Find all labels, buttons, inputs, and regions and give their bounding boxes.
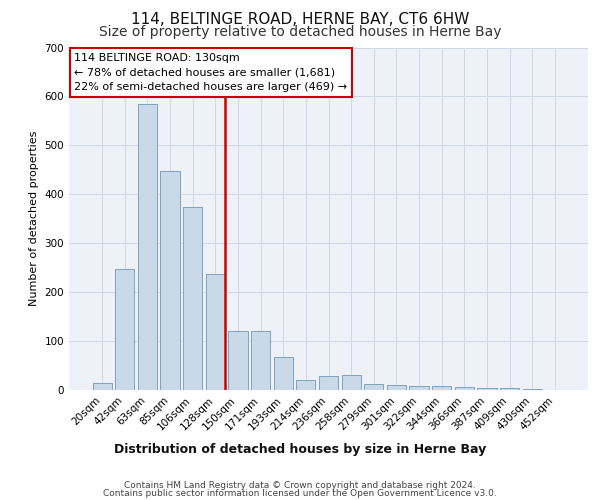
Bar xyxy=(432,386,451,390)
Bar xyxy=(409,386,428,390)
Bar xyxy=(183,206,202,390)
Bar xyxy=(500,388,519,390)
Bar xyxy=(251,332,270,390)
Bar xyxy=(319,376,338,390)
Bar xyxy=(115,268,134,390)
Bar xyxy=(364,384,383,390)
Bar xyxy=(387,385,406,390)
Bar xyxy=(296,380,316,390)
Bar xyxy=(138,104,157,390)
Text: Contains HM Land Registry data © Crown copyright and database right 2024.: Contains HM Land Registry data © Crown c… xyxy=(124,481,476,490)
Bar xyxy=(341,376,361,390)
Text: 114 BELTINGE ROAD: 130sqm
← 78% of detached houses are smaller (1,681)
22% of se: 114 BELTINGE ROAD: 130sqm ← 78% of detac… xyxy=(74,52,347,92)
Text: Distribution of detached houses by size in Herne Bay: Distribution of detached houses by size … xyxy=(114,442,486,456)
Y-axis label: Number of detached properties: Number of detached properties xyxy=(29,131,39,306)
Text: 114, BELTINGE ROAD, HERNE BAY, CT6 6HW: 114, BELTINGE ROAD, HERNE BAY, CT6 6HW xyxy=(131,12,469,28)
Bar xyxy=(274,356,293,390)
Bar xyxy=(229,332,248,390)
Bar xyxy=(477,388,497,390)
Text: Size of property relative to detached houses in Herne Bay: Size of property relative to detached ho… xyxy=(99,25,501,39)
Bar xyxy=(455,387,474,390)
Bar xyxy=(92,382,112,390)
Text: Contains public sector information licensed under the Open Government Licence v3: Contains public sector information licen… xyxy=(103,488,497,498)
Bar xyxy=(206,274,225,390)
Bar xyxy=(523,389,542,390)
Bar xyxy=(160,171,180,390)
